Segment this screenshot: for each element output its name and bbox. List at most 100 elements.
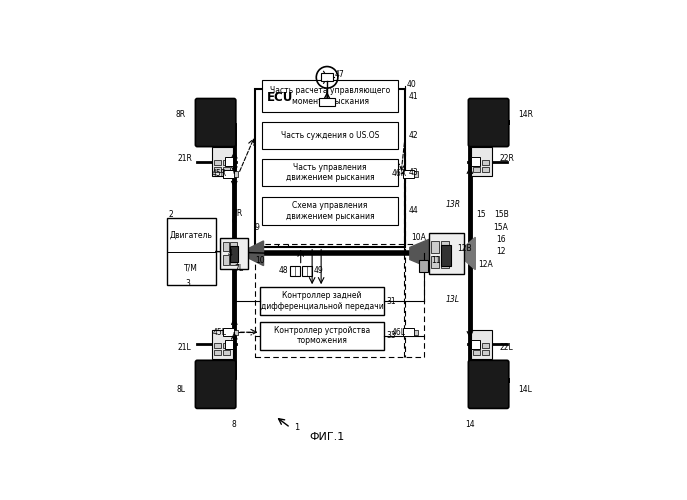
Text: 8R: 8R xyxy=(176,110,185,119)
Text: 42: 42 xyxy=(408,131,418,140)
Text: ФИГ.1: ФИГ.1 xyxy=(309,432,345,442)
Text: ECU: ECU xyxy=(267,91,293,104)
Bar xyxy=(255,89,405,246)
Bar xyxy=(229,246,238,262)
Text: 15: 15 xyxy=(476,210,486,220)
Text: 48: 48 xyxy=(278,266,288,275)
Text: Часть управления
движением рыскания: Часть управления движением рыскания xyxy=(286,162,374,182)
Bar xyxy=(262,80,398,112)
Bar xyxy=(414,330,418,334)
Bar xyxy=(223,328,234,336)
Bar xyxy=(473,342,480,348)
Bar xyxy=(471,157,480,166)
Bar xyxy=(319,98,335,106)
Bar xyxy=(440,245,451,266)
Bar xyxy=(440,241,449,252)
Polygon shape xyxy=(410,240,429,268)
Text: 15A: 15A xyxy=(494,223,508,232)
Bar xyxy=(473,350,480,355)
Text: 40: 40 xyxy=(407,80,416,89)
Text: 46L: 46L xyxy=(392,328,406,336)
Bar xyxy=(471,147,492,176)
Bar xyxy=(234,172,238,176)
Text: Часть расчета управляющего
момента рыскания: Часть расчета управляющего момента рыска… xyxy=(270,86,390,106)
Text: 15B: 15B xyxy=(494,210,508,220)
Bar xyxy=(225,157,233,166)
Text: 12: 12 xyxy=(496,247,506,256)
Bar xyxy=(262,158,398,186)
Bar xyxy=(482,167,488,172)
Text: 14L: 14L xyxy=(519,386,532,394)
Bar xyxy=(403,328,414,336)
Text: 9: 9 xyxy=(255,223,260,232)
Text: 2: 2 xyxy=(169,210,174,220)
Bar xyxy=(471,330,492,359)
Bar xyxy=(473,160,480,166)
Bar xyxy=(321,74,333,81)
Bar xyxy=(223,342,229,348)
Text: 8L: 8L xyxy=(177,386,185,394)
Text: 13R: 13R xyxy=(445,200,460,209)
Text: 22R: 22R xyxy=(499,154,515,162)
Bar xyxy=(214,160,221,166)
Text: 47: 47 xyxy=(335,70,345,78)
Bar xyxy=(431,256,440,268)
Text: 7R: 7R xyxy=(232,208,242,218)
Bar xyxy=(212,330,233,359)
Bar xyxy=(223,350,229,355)
Bar xyxy=(230,255,236,265)
Text: 3: 3 xyxy=(185,279,190,288)
Text: 11: 11 xyxy=(431,256,441,264)
Text: 44: 44 xyxy=(408,206,418,216)
Bar xyxy=(440,256,449,268)
Text: 6: 6 xyxy=(232,217,236,226)
Text: 45R: 45R xyxy=(212,170,227,178)
Bar xyxy=(290,266,300,276)
Bar xyxy=(223,160,229,166)
Bar xyxy=(302,266,312,276)
Text: 1: 1 xyxy=(294,423,300,432)
Text: 43: 43 xyxy=(408,168,418,177)
Text: 33: 33 xyxy=(387,331,396,340)
Text: 21R: 21R xyxy=(177,154,192,162)
Bar xyxy=(230,242,236,252)
Bar xyxy=(262,197,398,225)
Bar xyxy=(234,330,238,334)
Text: 45L: 45L xyxy=(212,328,226,336)
Text: 10A: 10A xyxy=(411,232,426,241)
Text: 14R: 14R xyxy=(518,110,533,119)
Text: 12B: 12B xyxy=(458,244,472,253)
Text: Контроллер задней
дифференциальной передачи: Контроллер задней дифференциальной перед… xyxy=(260,292,383,310)
Text: 21L: 21L xyxy=(178,344,192,352)
Bar xyxy=(223,242,229,252)
Bar xyxy=(255,244,425,357)
Bar xyxy=(429,233,464,274)
Polygon shape xyxy=(248,241,264,266)
Bar xyxy=(414,172,418,176)
Text: 16: 16 xyxy=(496,234,506,244)
Text: 4: 4 xyxy=(227,249,232,258)
Bar xyxy=(473,167,480,172)
Bar xyxy=(214,342,221,348)
Bar xyxy=(223,255,229,265)
FancyBboxPatch shape xyxy=(469,360,509,408)
Bar xyxy=(260,322,383,349)
Bar xyxy=(482,350,488,355)
FancyBboxPatch shape xyxy=(195,98,236,146)
Bar xyxy=(225,340,233,349)
FancyBboxPatch shape xyxy=(469,98,509,146)
Text: 12A: 12A xyxy=(479,260,493,270)
Text: Схема управления
движением рыскания: Схема управления движением рыскания xyxy=(286,201,374,220)
Text: Двигатель: Двигатель xyxy=(170,231,212,240)
Text: 49: 49 xyxy=(313,266,324,275)
Bar xyxy=(471,340,480,349)
Bar xyxy=(223,167,229,172)
Polygon shape xyxy=(464,238,475,270)
Text: 31: 31 xyxy=(387,296,396,306)
Text: 46R: 46R xyxy=(392,170,407,178)
Bar xyxy=(166,218,216,285)
Text: Часть суждения о US.OS: Часть суждения о US.OS xyxy=(281,131,379,140)
Bar xyxy=(420,260,428,272)
Text: 7L: 7L xyxy=(235,264,244,273)
Bar xyxy=(482,160,488,166)
